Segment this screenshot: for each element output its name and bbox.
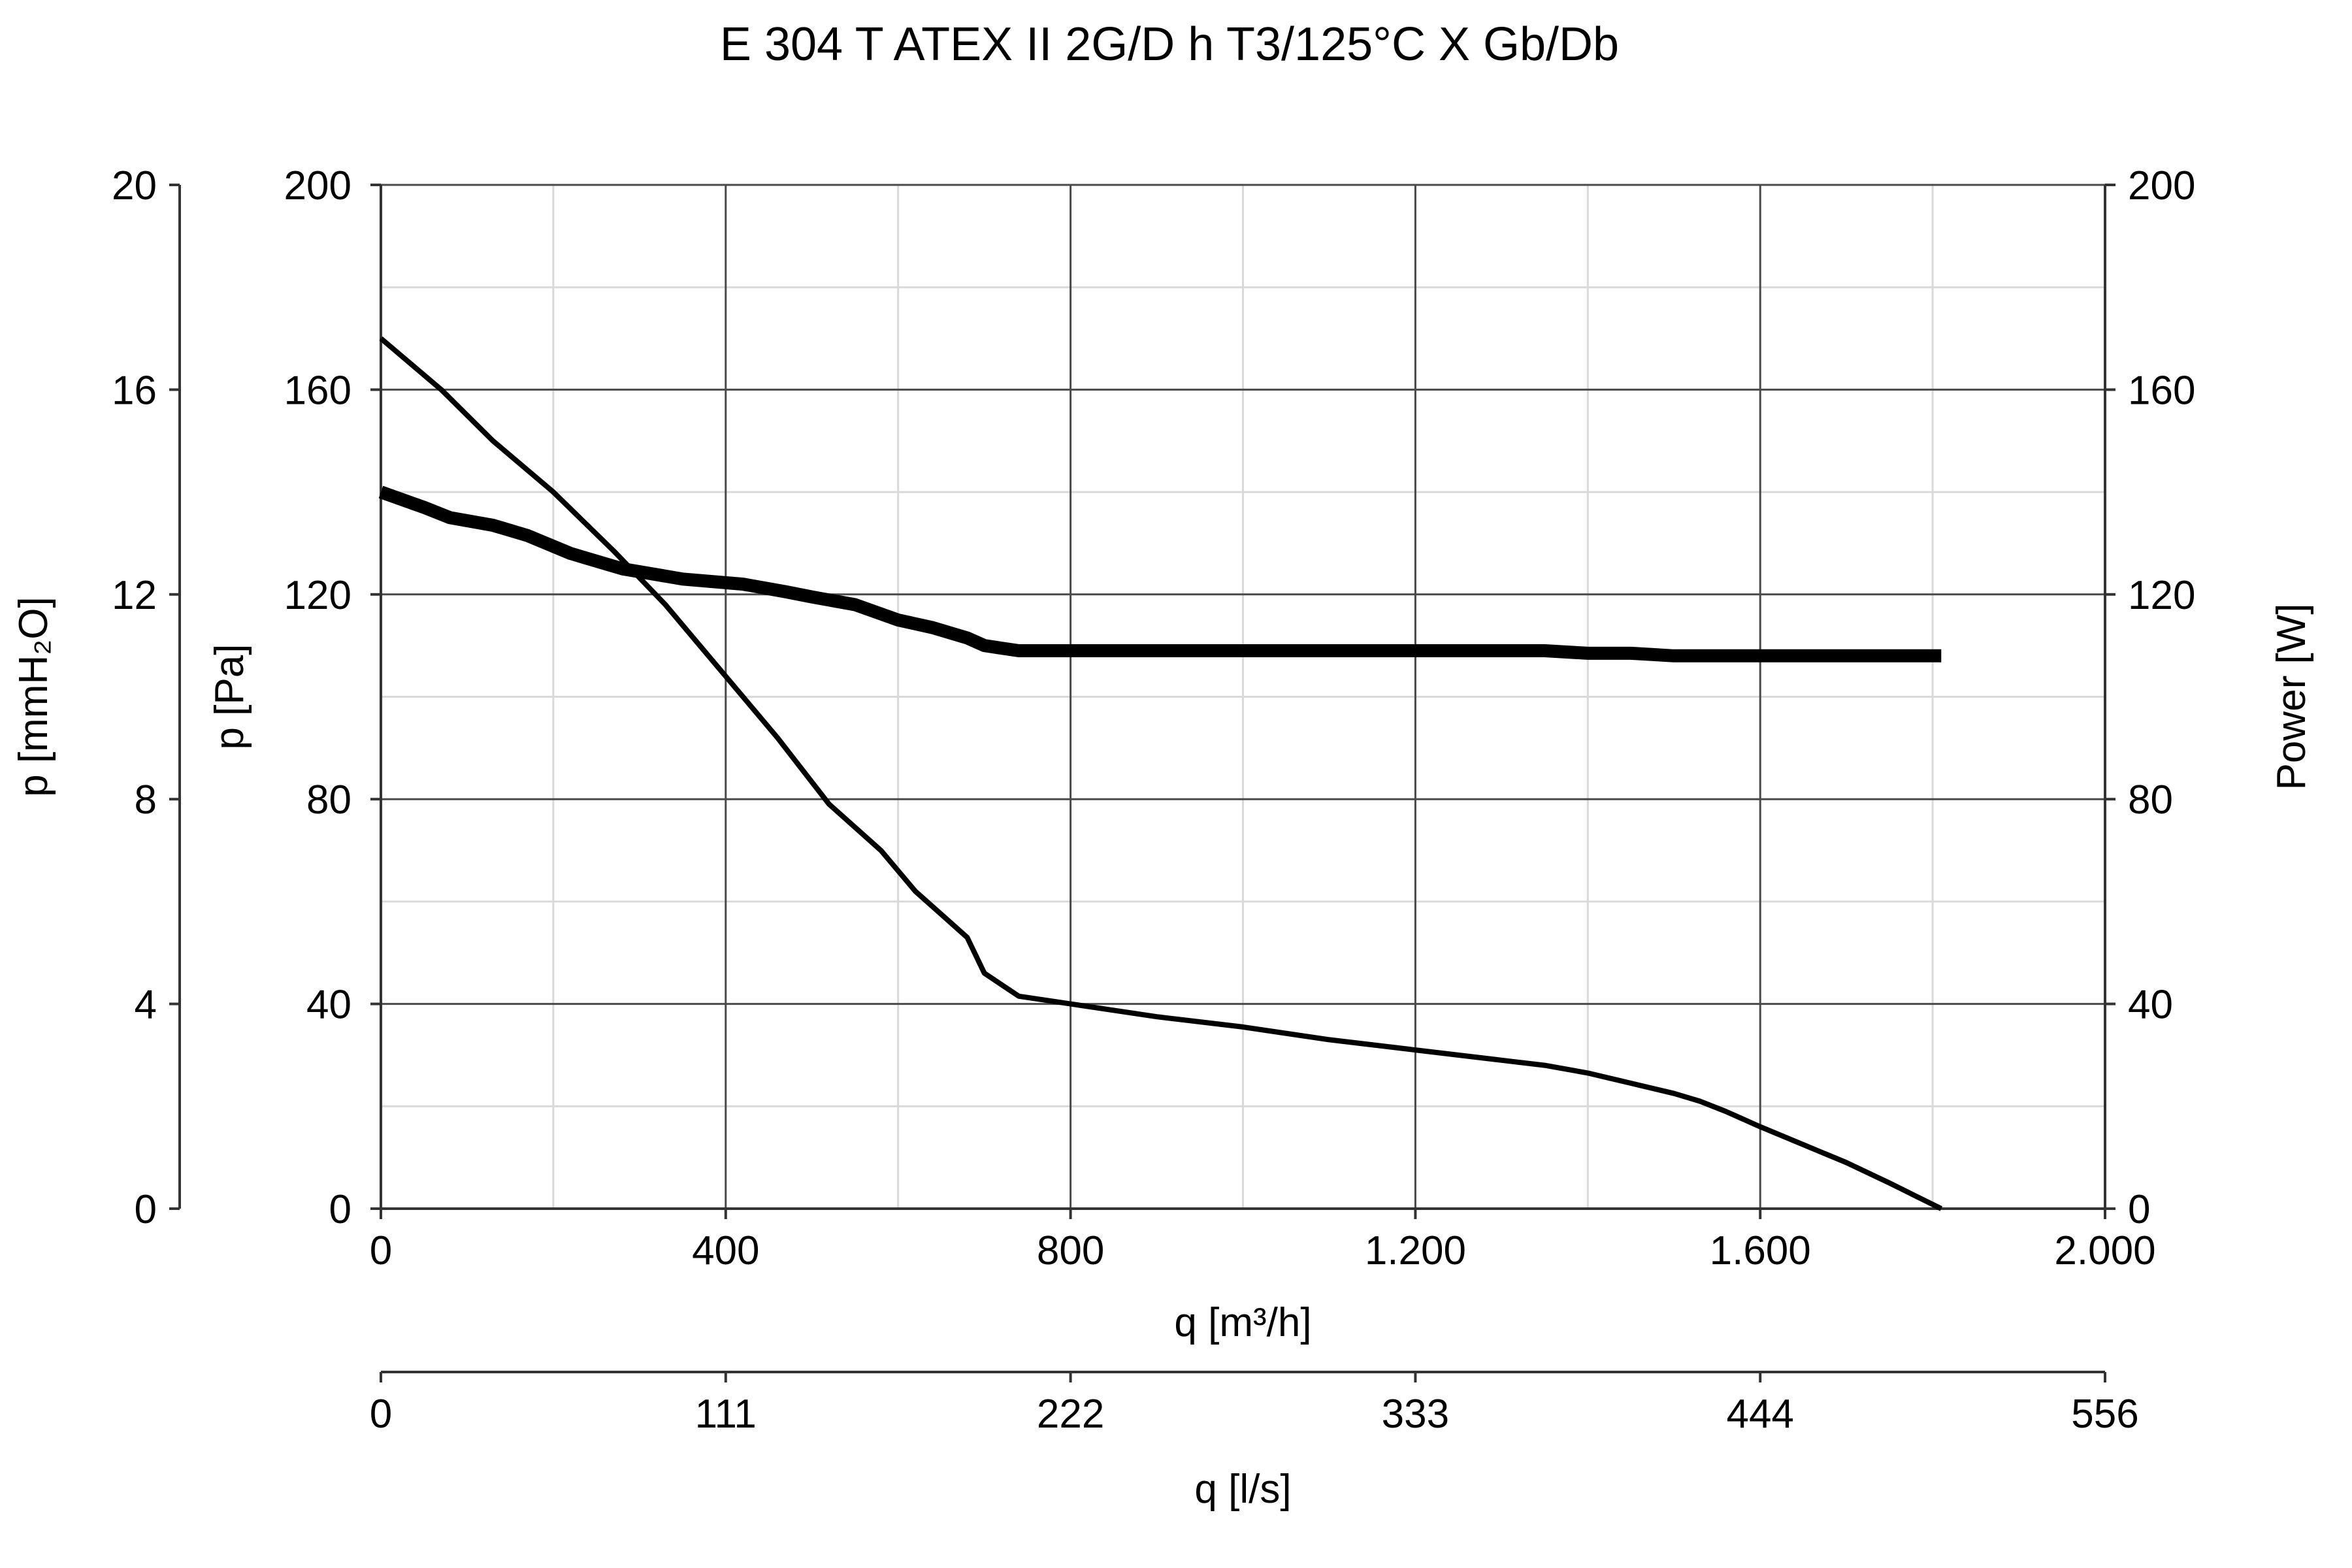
x-tick-label-ls: 556 bbox=[2071, 1392, 2138, 1437]
y-tick-label-mmh2o: 4 bbox=[135, 983, 157, 1028]
chart-title: E 304 T ATEX II 2G/D h T3/125°C X Gb/Db bbox=[720, 18, 1619, 71]
y-axis-title-pa: p [Pa] bbox=[207, 644, 252, 750]
x-tick-label-m3h: 1.600 bbox=[1710, 1228, 1811, 1273]
y-tick-label-power: 200 bbox=[2128, 163, 2195, 208]
x-tick-label-m3h: 0 bbox=[370, 1228, 392, 1273]
y-tick-label-pa: 160 bbox=[284, 368, 351, 413]
x-tick-label-ls: 0 bbox=[370, 1392, 392, 1437]
y-tick-label-power: 80 bbox=[2128, 777, 2173, 823]
y-tick-label-pa: 0 bbox=[329, 1187, 351, 1232]
y-tick-label-pa: 200 bbox=[284, 163, 351, 208]
y-tick-label-pa: 120 bbox=[284, 573, 351, 618]
y-tick-label-mmh2o: 0 bbox=[135, 1187, 157, 1232]
x-tick-label-ls: 444 bbox=[1726, 1392, 1793, 1437]
power-curve bbox=[378, 485, 1942, 662]
pressure-curve bbox=[379, 336, 1943, 1211]
x-axis-title-ls: q [l/s] bbox=[1194, 1467, 1291, 1512]
y-tick-label-pa: 80 bbox=[306, 777, 351, 823]
x-tick-label-ls: 222 bbox=[1037, 1392, 1104, 1437]
y-tick-label-mmh2o: 16 bbox=[112, 368, 157, 413]
y-tick-label-power: 0 bbox=[2128, 1187, 2150, 1232]
y-tick-label-mmh2o: 20 bbox=[112, 163, 157, 208]
x-tick-label-m3h: 400 bbox=[692, 1228, 759, 1273]
x-tick-label-m3h: 1.200 bbox=[1365, 1228, 1466, 1273]
x-tick-label-ls: 333 bbox=[1382, 1392, 1449, 1437]
y-tick-label-pa: 40 bbox=[306, 983, 351, 1028]
x-tick-label-m3h: 2.000 bbox=[2054, 1228, 2155, 1273]
x-axis-title-m3h: q [m³/h] bbox=[1174, 1300, 1311, 1345]
y-tick-label-power: 160 bbox=[2128, 368, 2195, 413]
y-tick-label-power: 40 bbox=[2128, 983, 2173, 1028]
y-tick-label-mmh2o: 8 bbox=[135, 777, 157, 823]
x-tick-label-m3h: 800 bbox=[1037, 1228, 1104, 1273]
y-tick-label-power: 120 bbox=[2128, 573, 2195, 618]
y-axis-title-mmh2o: p [mmH₂O] bbox=[11, 596, 56, 797]
y-tick-label-mmh2o: 12 bbox=[112, 573, 157, 618]
x-tick-label-ls: 111 bbox=[695, 1392, 757, 1437]
y-axis-title-power: Power [W] bbox=[2269, 604, 2314, 791]
